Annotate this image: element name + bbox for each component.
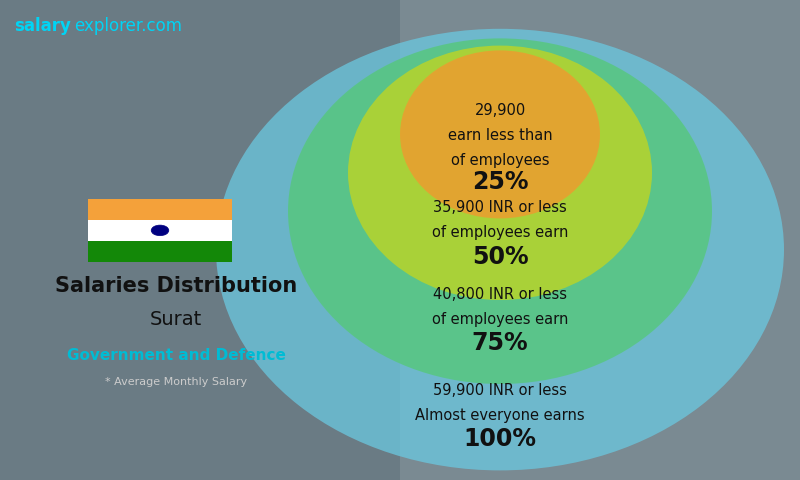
- Ellipse shape: [288, 38, 712, 384]
- Text: salary: salary: [14, 17, 71, 35]
- Text: Almost everyone earns: Almost everyone earns: [415, 408, 585, 423]
- Text: Salaries Distribution: Salaries Distribution: [55, 276, 297, 296]
- Circle shape: [151, 225, 169, 236]
- Text: 50%: 50%: [472, 245, 528, 269]
- Ellipse shape: [216, 29, 784, 470]
- Text: of employees earn: of employees earn: [432, 225, 568, 240]
- Text: explorer.com: explorer.com: [74, 17, 182, 35]
- Bar: [88, 199, 232, 220]
- Text: Surat: Surat: [150, 310, 202, 329]
- Text: 35,900 INR or less: 35,900 INR or less: [433, 200, 567, 216]
- Bar: [88, 220, 232, 241]
- Text: of employees earn: of employees earn: [432, 312, 568, 327]
- Text: Government and Defence: Government and Defence: [66, 348, 286, 363]
- Bar: [0, 0, 400, 480]
- Text: 40,800 INR or less: 40,800 INR or less: [433, 287, 567, 302]
- Text: * Average Monthly Salary: * Average Monthly Salary: [105, 377, 247, 386]
- Bar: [88, 241, 232, 262]
- Ellipse shape: [348, 46, 652, 300]
- Text: 29,900: 29,900: [474, 103, 526, 119]
- Text: 25%: 25%: [472, 170, 528, 194]
- Text: of employees: of employees: [450, 153, 550, 168]
- Ellipse shape: [400, 50, 600, 218]
- Text: 100%: 100%: [463, 427, 537, 451]
- Text: 59,900 INR or less: 59,900 INR or less: [433, 383, 567, 398]
- Text: earn less than: earn less than: [448, 128, 552, 144]
- Text: 75%: 75%: [472, 331, 528, 355]
